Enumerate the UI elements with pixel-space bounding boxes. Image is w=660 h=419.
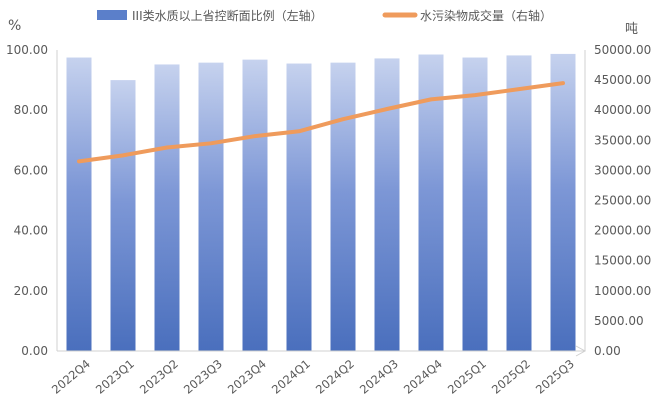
left-tick-label: 0.00 bbox=[21, 344, 48, 358]
x-tick-label: 2023Q1 bbox=[93, 357, 137, 397]
bar bbox=[154, 64, 180, 351]
left-tick-label: 40.00 bbox=[14, 224, 48, 238]
left-tick-label: 100.00 bbox=[6, 43, 48, 57]
right-tick-label: 20000.00 bbox=[594, 224, 651, 238]
x-tick-label: 2024Q4 bbox=[401, 357, 445, 397]
line-point bbox=[121, 153, 125, 157]
right-tick-label: 10000.00 bbox=[594, 284, 651, 298]
bar bbox=[374, 58, 400, 351]
right-tick-label: 35000.00 bbox=[594, 133, 651, 147]
bar bbox=[418, 54, 444, 351]
line-point bbox=[561, 81, 565, 85]
bar-series bbox=[66, 53, 576, 352]
bar bbox=[66, 57, 92, 352]
right-tick-label: 25000.00 bbox=[594, 194, 651, 208]
legend-bar-swatch bbox=[97, 10, 127, 20]
line-point bbox=[165, 146, 169, 150]
line-point bbox=[341, 117, 345, 121]
x-tick-label: 2024Q3 bbox=[357, 357, 401, 397]
line-point bbox=[297, 129, 301, 133]
legend: III类水质以上省控断面比例（左轴） 水污染物成交量（右轴） bbox=[97, 8, 552, 23]
bar bbox=[330, 62, 356, 351]
x-tick-label: 2022Q4 bbox=[49, 357, 93, 397]
line-point bbox=[517, 87, 521, 91]
x-tick-label: 2024Q1 bbox=[269, 357, 313, 397]
left-axis-unit: % bbox=[8, 18, 21, 34]
line-point bbox=[77, 159, 81, 163]
left-tick-label: 20.00 bbox=[14, 284, 48, 298]
bar bbox=[286, 63, 312, 352]
bar bbox=[550, 53, 576, 352]
line-path bbox=[77, 81, 565, 164]
left-tick-label: 60.00 bbox=[14, 163, 48, 177]
line-point bbox=[385, 107, 389, 111]
right-axis-ticks: 0.00 5000.00 10000.00 15000.00 20000.00 25000… bbox=[594, 43, 651, 358]
x-tick-label: 2024Q2 bbox=[313, 357, 357, 397]
right-tick-label: 40000.00 bbox=[594, 103, 651, 117]
line-point bbox=[253, 134, 257, 138]
right-axis-unit: 吨 bbox=[625, 22, 638, 37]
bar bbox=[110, 80, 136, 351]
line-point bbox=[473, 93, 477, 97]
line-point bbox=[429, 97, 433, 101]
right-tick-label: 30000.00 bbox=[594, 163, 651, 177]
legend-line-label: 水污染物成交量（右轴） bbox=[420, 8, 552, 23]
x-tick-label: 2025Q2 bbox=[489, 357, 533, 397]
x-tick-label: 2023Q4 bbox=[225, 357, 269, 397]
bar bbox=[242, 59, 268, 352]
x-tick-label: 2023Q2 bbox=[137, 357, 181, 397]
legend-bar-label: III类水质以上省控断面比例（左轴） bbox=[132, 8, 323, 23]
x-axis-ticks: 2022Q4 2023Q1 2023Q2 2023Q3 2023Q4 2024Q1 2024… bbox=[49, 357, 577, 397]
line-point bbox=[209, 141, 213, 145]
right-tick-label: 50000.00 bbox=[594, 43, 651, 57]
left-axis-ticks: 0.00 20.00 40.00 60.00 80.00 100.00 bbox=[6, 43, 48, 358]
right-tick-label: 45000.00 bbox=[594, 73, 651, 87]
x-tick-label: 2025Q3 bbox=[533, 357, 577, 397]
right-tick-label: 0.00 bbox=[594, 344, 621, 358]
x-tick-label: 2023Q3 bbox=[181, 357, 225, 397]
x-tick-label: 2025Q1 bbox=[445, 357, 489, 397]
line-series bbox=[77, 81, 565, 164]
right-tick-label: 5000.00 bbox=[594, 314, 644, 328]
right-tick-label: 15000.00 bbox=[594, 254, 651, 268]
bar bbox=[506, 55, 532, 351]
x-axis-arrow-icon bbox=[575, 345, 587, 357]
left-tick-label: 80.00 bbox=[14, 103, 48, 117]
bar bbox=[462, 57, 488, 352]
bar bbox=[198, 62, 224, 351]
